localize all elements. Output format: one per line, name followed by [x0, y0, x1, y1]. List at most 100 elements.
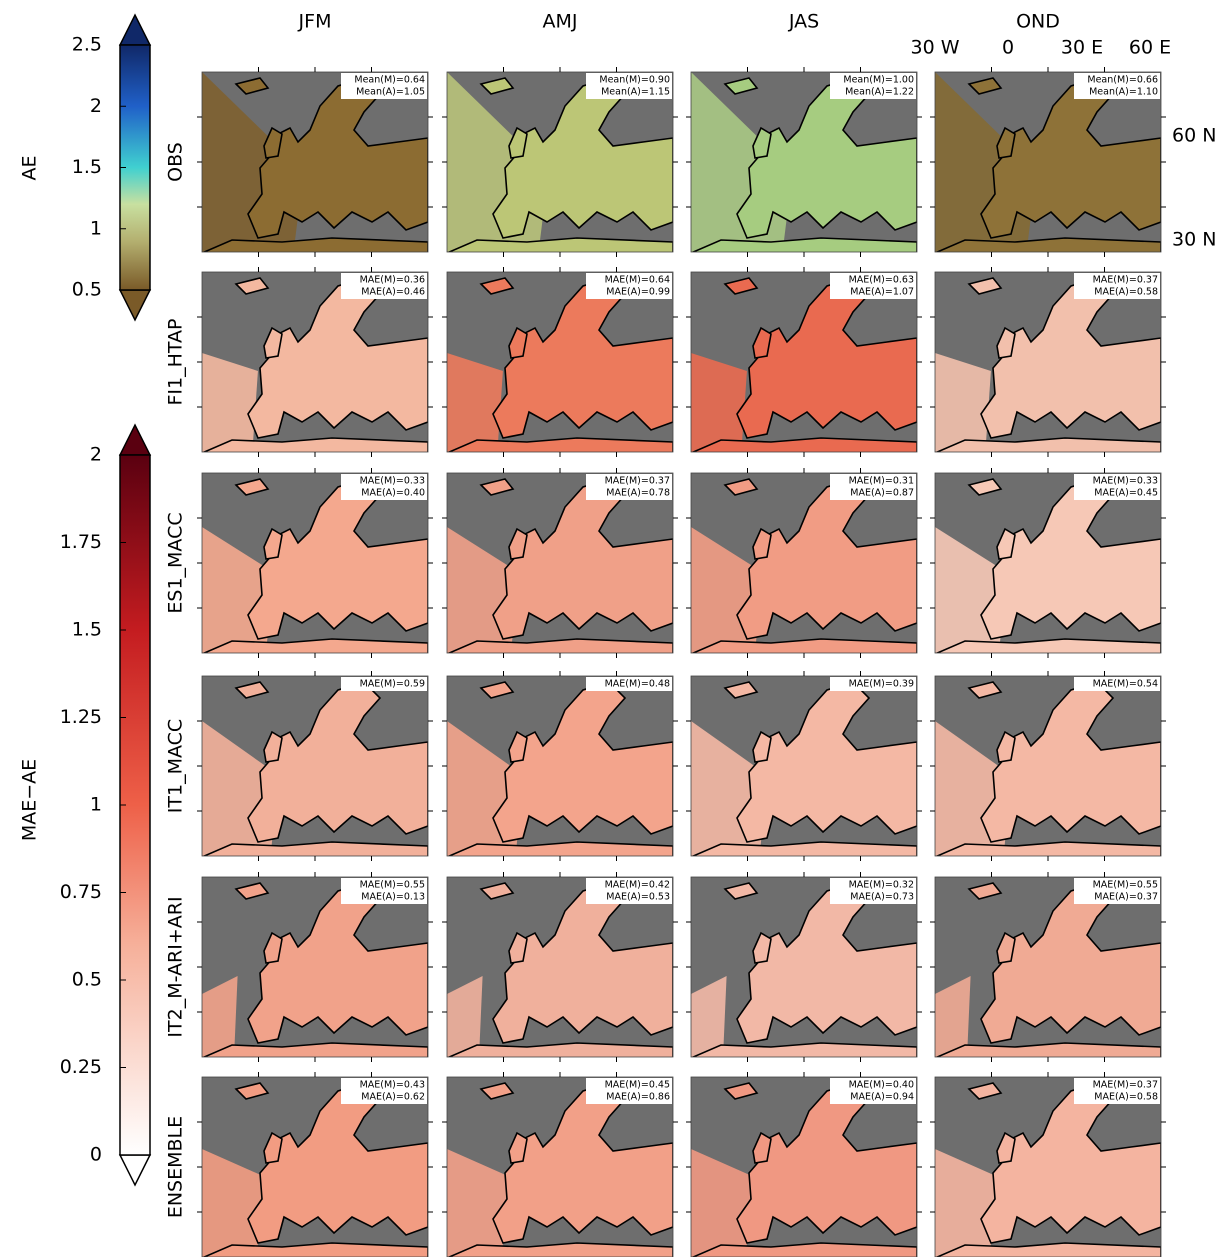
land — [691, 1042, 917, 1057]
map-content — [202, 473, 428, 653]
land — [447, 638, 673, 653]
panel-annotation: MAE(A)=0.53 — [606, 892, 670, 903]
panel-annotation: MAE(M)=0.39 — [849, 679, 914, 690]
land — [935, 1242, 1161, 1257]
land — [202, 1042, 428, 1057]
colorbar-tick-label: 0.25 — [60, 1056, 102, 1078]
panel-annotation: MAE(A)=0.46 — [361, 287, 425, 298]
land — [935, 841, 1161, 856]
panel-annotation: MAE(M)=0.37 — [1093, 275, 1158, 286]
land — [752, 1131, 772, 1164]
lat-label: 60 N — [1172, 125, 1216, 147]
land — [508, 1131, 528, 1164]
sea-coverage — [202, 976, 238, 1057]
map-content — [447, 877, 673, 1057]
land — [691, 638, 917, 653]
sea-coverage — [447, 353, 503, 452]
land — [234, 882, 270, 900]
sea-coverage — [447, 976, 483, 1057]
panel-annotation: MAE(M)=0.45 — [605, 1080, 670, 1091]
panel-annotation: MAE(M)=0.64 — [605, 275, 670, 286]
map-content — [447, 473, 673, 653]
land — [935, 237, 1161, 252]
land — [996, 527, 1016, 560]
panel-annotation: Mean(A)=1.22 — [845, 87, 914, 98]
land — [508, 730, 528, 763]
land — [752, 931, 772, 964]
land — [508, 326, 528, 359]
land — [996, 931, 1016, 964]
annotation-box — [1074, 474, 1160, 500]
land — [967, 1082, 1003, 1100]
land — [479, 681, 515, 699]
land — [263, 1131, 283, 1164]
land — [479, 1082, 515, 1100]
panel-annotation: MAE(M)=0.33 — [1093, 476, 1158, 487]
map-content — [202, 877, 428, 1057]
land — [752, 126, 772, 159]
colorbar-tick-label: 1.75 — [60, 531, 102, 553]
land — [247, 882, 428, 1044]
land — [967, 681, 1003, 699]
map-content — [935, 272, 1161, 452]
annotation-box — [586, 73, 672, 99]
land — [723, 681, 759, 699]
panel-annotation: Mean(M)=0.90 — [599, 75, 670, 86]
panel-annotation: MAE(A)=0.37 — [1094, 892, 1158, 903]
colorbar-tick-label: 1 — [90, 794, 102, 816]
land — [447, 437, 673, 452]
panel-annotation: MAE(M)=0.55 — [1093, 880, 1158, 891]
panel-annotation: Mean(M)=1.00 — [843, 75, 914, 86]
map-content — [691, 676, 917, 856]
annotation-box — [586, 677, 672, 691]
map-content — [447, 272, 673, 452]
land — [247, 77, 428, 239]
land — [996, 326, 1016, 359]
annotation-box — [341, 73, 427, 99]
land — [980, 1082, 1161, 1244]
row-label: OBS — [165, 142, 187, 182]
panel-annotation: MAE(A)=0.87 — [850, 488, 914, 499]
panel-annotation: MAE(M)=0.63 — [849, 275, 914, 286]
land — [736, 882, 917, 1044]
sea-coverage — [691, 353, 747, 452]
map-content — [447, 1077, 673, 1257]
map-panel: MAE(M)=0.39 — [686, 671, 922, 861]
land — [935, 437, 1161, 452]
land — [752, 527, 772, 560]
map-content — [447, 676, 673, 856]
row-label: ENSEMBLE — [165, 1116, 187, 1218]
land — [447, 1242, 673, 1257]
panel-annotation: MAE(M)=0.59 — [360, 679, 425, 690]
colorbars: 0.5 1 1.5 2 2.5 AE 0 0.25 0.5 0.75 1 1.25 1.5 1.75 2 MA… — [19, 13, 152, 1187]
panel-annotation: MAE(A)=0.58 — [1094, 287, 1158, 298]
land — [967, 478, 1003, 496]
panel-annotation: MAE(A)=0.73 — [850, 892, 914, 903]
colorbar-label: MAE−AE — [19, 759, 41, 841]
land — [479, 77, 515, 95]
panel-annotation: Mean(M)=0.66 — [1087, 75, 1158, 86]
annotation-box — [341, 273, 427, 299]
land — [247, 478, 428, 640]
column-title: OND — [1016, 11, 1060, 33]
map-content — [691, 473, 917, 653]
colorbar-tick-label: 2 — [90, 444, 102, 466]
land — [492, 681, 673, 843]
annotation-box — [830, 474, 916, 500]
panel-annotation: MAE(M)=0.37 — [605, 476, 670, 487]
map-content — [691, 72, 917, 252]
panel-annotation: MAE(A)=1.07 — [850, 287, 914, 298]
land — [723, 77, 759, 95]
land — [447, 237, 673, 252]
map-content — [935, 676, 1161, 856]
colorbar-extend — [118, 289, 152, 322]
colorbar-tick-label: 2.5 — [72, 34, 102, 56]
